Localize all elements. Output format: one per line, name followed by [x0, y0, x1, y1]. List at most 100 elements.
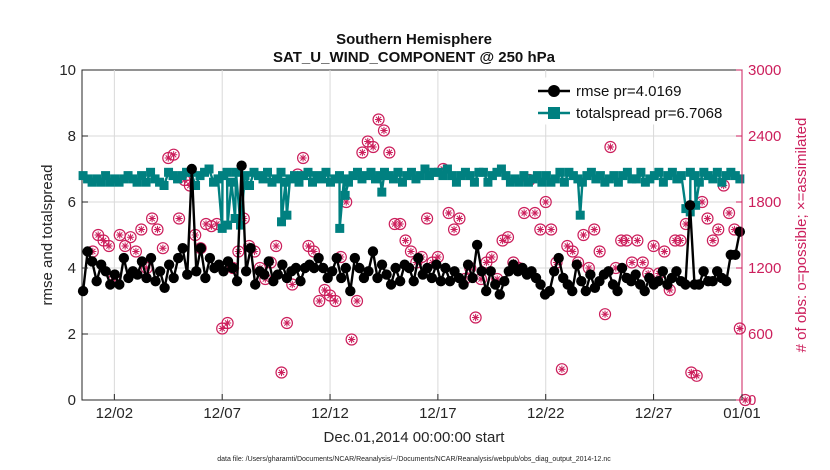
legend: rmse pr=4.0169 totalspread pr=6.7068 [529, 77, 736, 125]
obs-assimilated-star [374, 115, 383, 124]
obs-count-point [598, 308, 612, 321]
rmse-point [77, 285, 89, 297]
y-left-tick-label: 8 [68, 128, 76, 145]
totalspread-point [204, 164, 214, 174]
obs-assimilated-star [504, 233, 512, 241]
totalspread-point [230, 214, 240, 223]
obs-count-point [404, 245, 418, 258]
obs-assimilated-star [585, 264, 593, 272]
obs-possible-circle [706, 234, 719, 247]
rmse-point [413, 252, 424, 264]
obs-possible-circle [588, 223, 601, 236]
rmse-point [177, 243, 188, 254]
rmse-point [336, 272, 347, 284]
y-left-tick-label: 4 [68, 260, 76, 277]
totalspread-point [277, 217, 287, 227]
rmse-point [535, 279, 546, 290]
obs-assimilated-star [105, 242, 113, 250]
rmse-point [317, 262, 329, 274]
totalspread-point [541, 171, 551, 181]
rmse-point [657, 266, 669, 277]
rmse-point [231, 276, 243, 287]
rmse-point [186, 163, 197, 175]
obs-assimilated-star [477, 275, 485, 283]
obs-count-point [221, 316, 234, 330]
rmse-point [616, 262, 628, 274]
rmse-point [603, 266, 614, 277]
obs-possible-circle [367, 140, 380, 154]
obs-count-point [167, 148, 180, 161]
obs-possible-circle [636, 256, 649, 269]
obs-assimilated-star [94, 231, 102, 239]
rmse-point [476, 266, 487, 277]
totalspread-point [690, 171, 700, 181]
totalspread-point [294, 177, 304, 187]
rmse-point [730, 249, 741, 260]
obs-assimilated-star [601, 310, 609, 318]
obs-possible-circle [604, 140, 617, 154]
obs-assimilated-star [148, 214, 156, 223]
obs-count-point [545, 223, 558, 236]
totalspread-point [227, 177, 237, 187]
obs-count-point [539, 195, 552, 209]
obs-assimilated-star [121, 242, 129, 250]
x-tick-label: 12/27 [635, 405, 673, 422]
totalspread-point [447, 171, 457, 181]
obs-assimilated-star [116, 231, 124, 239]
obs-count-point [367, 140, 380, 154]
obs-count-point [420, 212, 434, 225]
rmse-point [698, 266, 709, 277]
totalspread-point [191, 181, 201, 190]
totalspread-point [595, 171, 605, 181]
obs-possible-circle [313, 294, 326, 308]
obs-count-point [453, 212, 466, 225]
rmse-point [471, 239, 483, 251]
rmse-point [263, 256, 274, 267]
rmse-point [150, 276, 161, 287]
obs-count-point [647, 239, 660, 253]
rmse-point [576, 276, 587, 287]
totalspread-point [397, 177, 407, 187]
obs-assimilated-star [143, 264, 151, 272]
obs-assimilated-star [693, 372, 701, 380]
obs-possible-circle [501, 231, 515, 244]
obs-assimilated-star [434, 253, 442, 261]
totalspread-point [388, 174, 398, 184]
obs-possible-circle [172, 212, 186, 225]
rmse-point [259, 269, 270, 280]
totalspread-point [478, 167, 488, 177]
obs-count-point [706, 234, 719, 247]
rmse-point [100, 266, 111, 277]
obs-possible-circle [345, 333, 358, 346]
obs-possible-circle [394, 217, 407, 231]
rmse-point [154, 266, 166, 277]
rmse-point [422, 262, 433, 274]
rmse-point [639, 285, 650, 297]
obs-assimilated-star [137, 225, 145, 234]
obs-count-point [636, 256, 649, 269]
rmse-point [218, 266, 229, 277]
rmse-point [494, 289, 505, 300]
rmse-point [480, 285, 492, 297]
x-tick-label: 12/12 [311, 405, 349, 422]
totalspread-point [377, 187, 387, 197]
rmse-point [114, 279, 125, 290]
totalspread-point [622, 167, 632, 177]
legend-rmse-label: rmse pr=4.0169 [576, 83, 681, 100]
obs-possible-circle [280, 316, 294, 330]
totalspread-point [496, 164, 506, 174]
rmse-point [109, 269, 120, 280]
obs-assimilated-star [682, 220, 690, 228]
totalspread-point [101, 171, 111, 181]
obs-assimilated-star [741, 396, 749, 404]
obs-assimilated-star [310, 247, 318, 256]
obs-possible-circle [377, 124, 391, 137]
obs-count-point [447, 223, 461, 236]
obs-possible-circle [383, 146, 396, 159]
rmse-point [354, 262, 365, 274]
obs-possible-circle [442, 206, 455, 220]
obs-assimilated-star [304, 242, 313, 250]
totalspread-point [691, 200, 701, 210]
obs-assimilated-star [380, 126, 388, 135]
obs-possible-circle [539, 195, 552, 209]
